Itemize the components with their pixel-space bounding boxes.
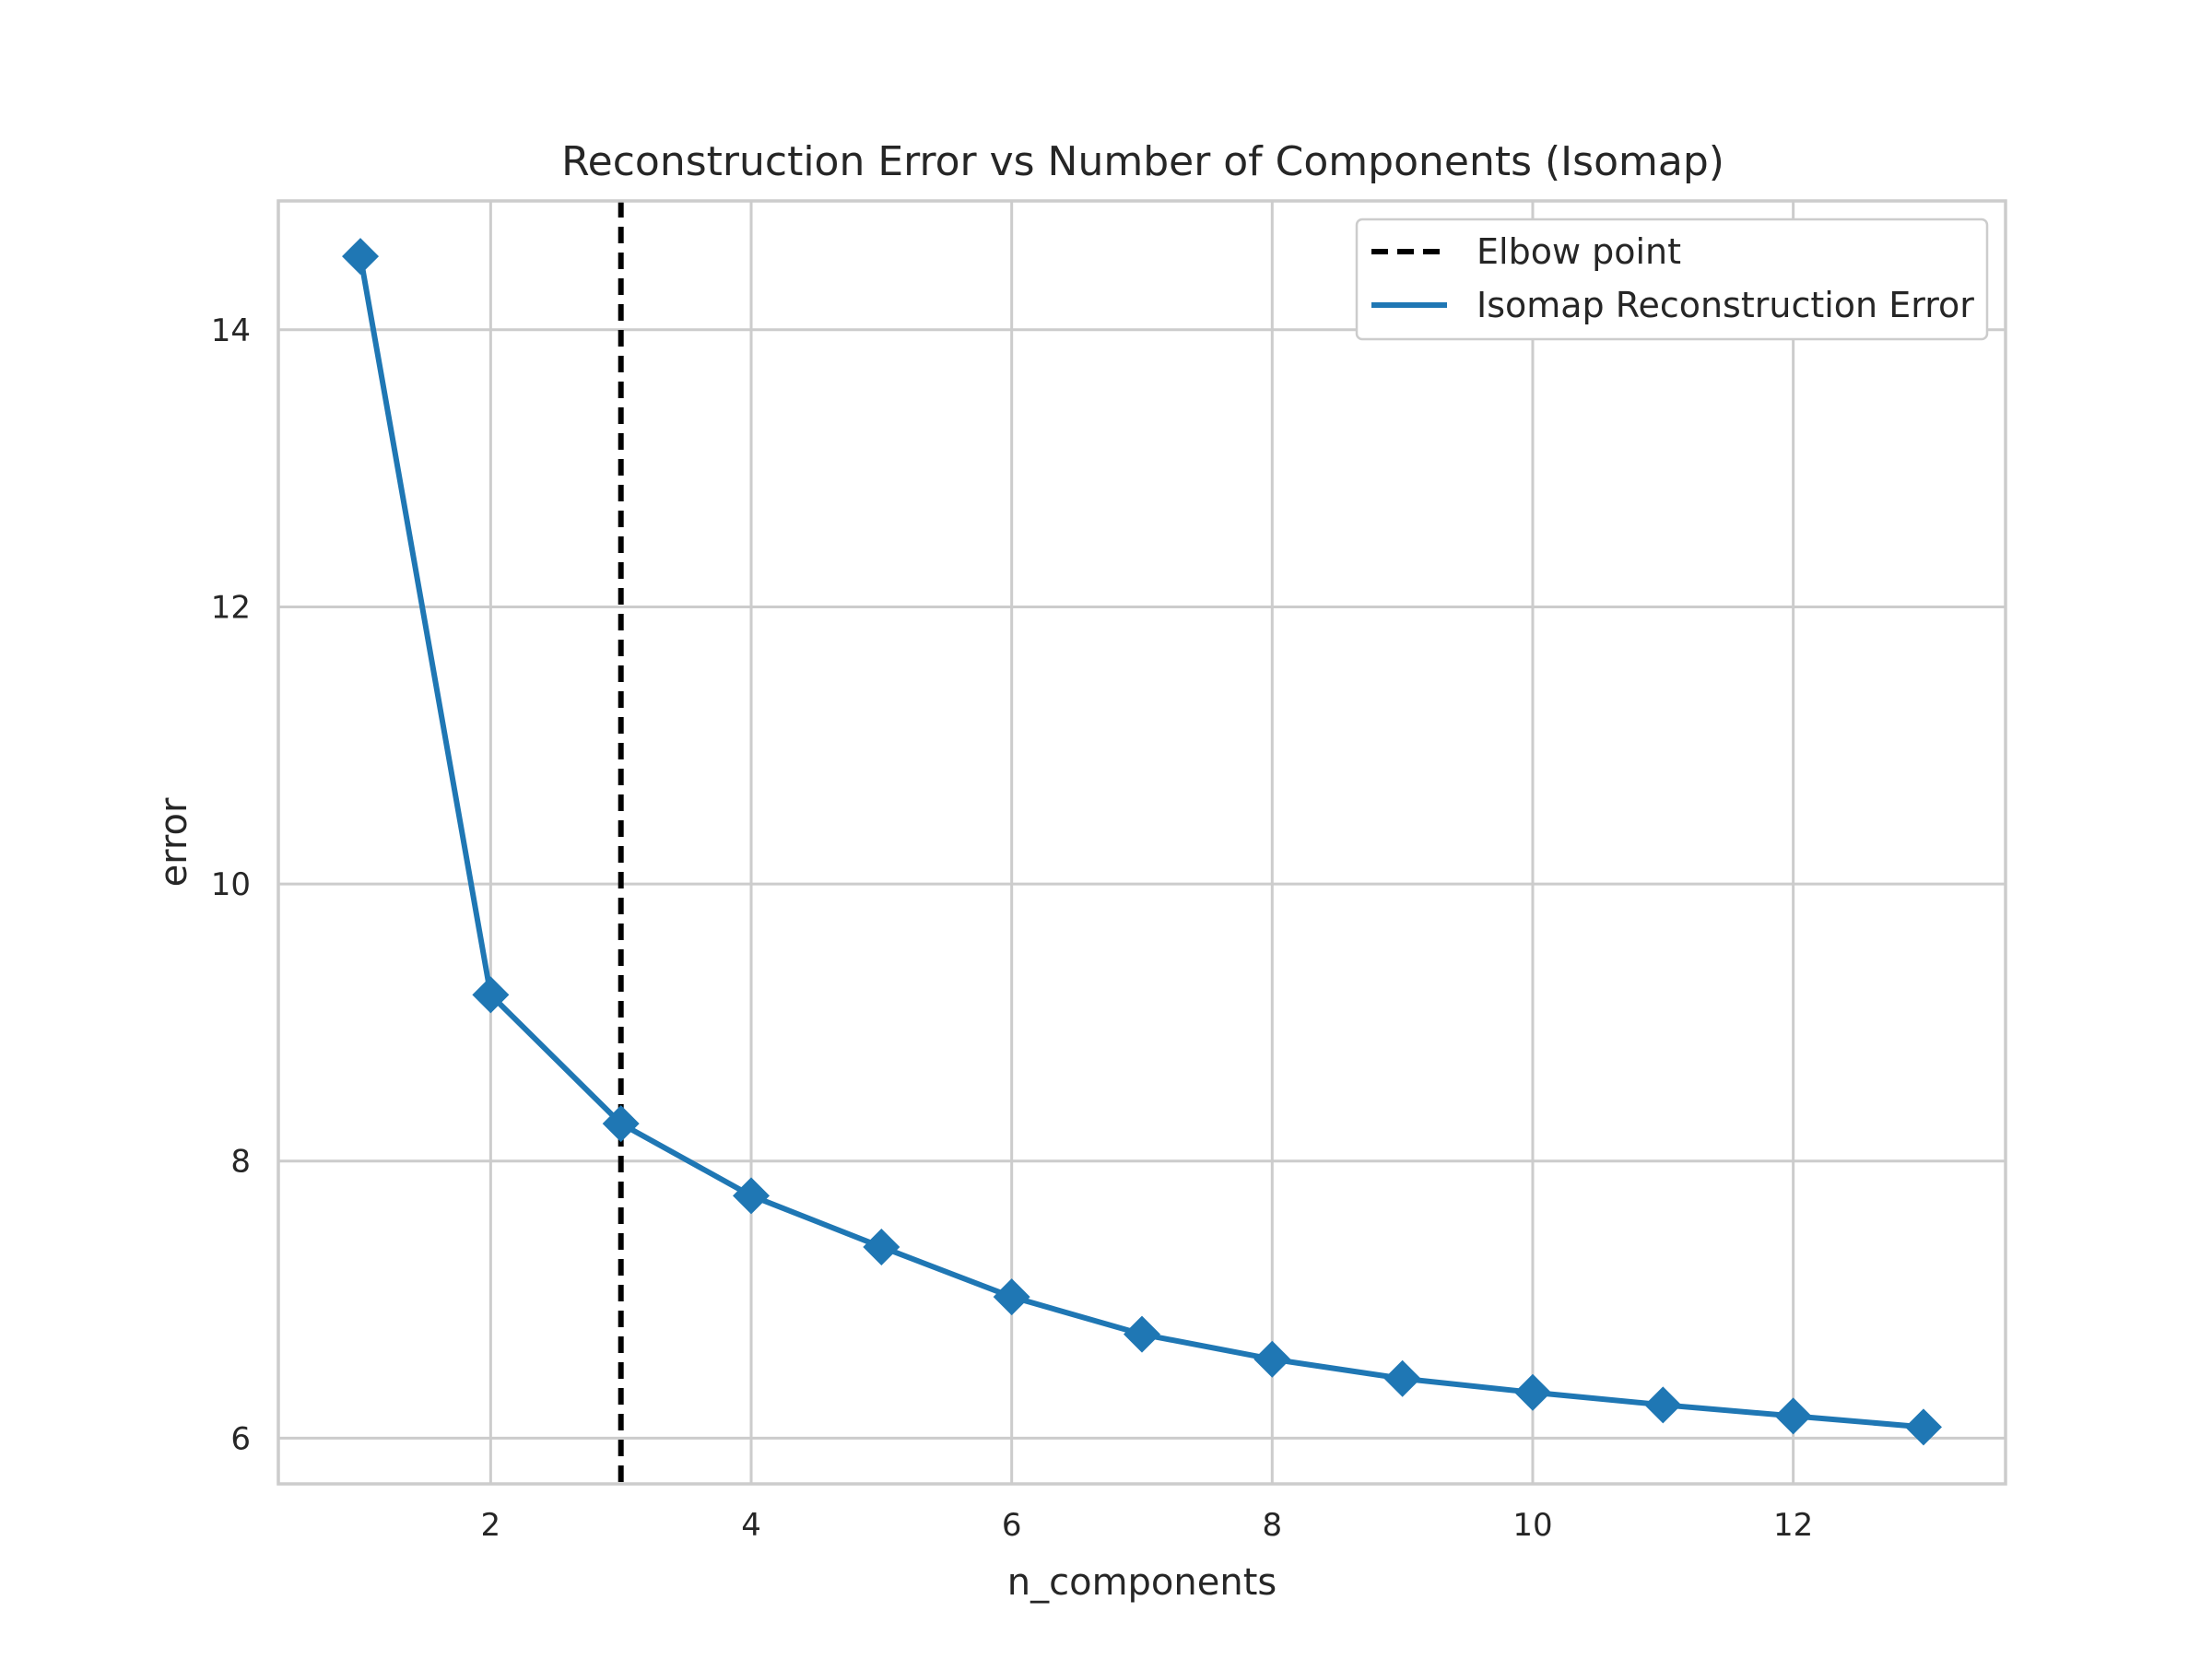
y-tick-label: 6 <box>230 1420 251 1457</box>
x-axis-label: n_components <box>1007 1561 1277 1604</box>
series-line <box>358 255 1924 1430</box>
legend-label-elbow: Elbow point <box>1477 231 1681 272</box>
data-point <box>1644 1386 1682 1424</box>
x-tick-label: 4 <box>741 1507 761 1544</box>
y-tick-label: 12 <box>211 589 251 626</box>
y-tick-label: 10 <box>211 866 251 903</box>
grid-layer <box>278 201 2006 1484</box>
legend-label-isomap: Isomap Reconstruction Error <box>1477 285 1974 325</box>
x-tick-label: 2 <box>481 1507 501 1544</box>
x-tick-label: 8 <box>1263 1507 1283 1544</box>
chart-title: Reconstruction Error vs Number of Compon… <box>561 138 1724 185</box>
data-point <box>1253 1340 1291 1378</box>
y-tick-label: 8 <box>230 1144 251 1181</box>
series-layer <box>342 238 1942 1446</box>
y-tick-label: 14 <box>211 312 251 349</box>
data-point <box>993 1278 1030 1316</box>
data-point <box>1383 1359 1421 1397</box>
y-axis-label: error <box>153 797 195 887</box>
data-point <box>1124 1315 1160 1353</box>
x-tick-label: 6 <box>1002 1507 1022 1544</box>
data-point <box>602 1105 640 1143</box>
data-point <box>472 976 510 1014</box>
plot-frame <box>276 199 2007 1486</box>
x-tick-label: 10 <box>1512 1507 1552 1544</box>
tick-layer: 2 4 6 8 10 12 6 8 10 12 14 <box>211 312 1814 1544</box>
data-point <box>1513 1373 1551 1411</box>
legend: Elbow point Isomap Reconstruction Error <box>1355 218 1989 341</box>
data-point <box>342 238 380 276</box>
data-point <box>1904 1408 1942 1446</box>
legend-box <box>1355 218 1989 341</box>
data-point <box>1774 1397 1812 1435</box>
data-point <box>733 1177 771 1215</box>
x-tick-label: 12 <box>1773 1507 1813 1544</box>
data-point <box>863 1228 900 1265</box>
